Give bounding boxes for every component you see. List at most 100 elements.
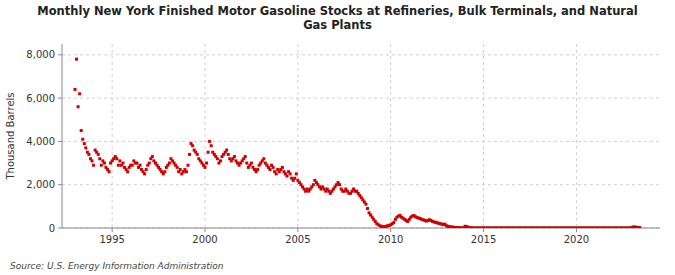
point (312, 183, 315, 186)
point (366, 207, 369, 210)
x-grid-line (576, 44, 577, 228)
point (74, 88, 77, 91)
point (92, 164, 95, 167)
point (275, 172, 278, 175)
point (176, 166, 179, 169)
point (338, 183, 341, 186)
x-tick-label: 2020 (564, 234, 589, 245)
point (227, 153, 230, 156)
point (293, 177, 296, 180)
point (97, 153, 100, 156)
point (289, 172, 292, 175)
x-tick (205, 228, 206, 232)
y-tick-label: 4,000 (26, 136, 55, 147)
y-tick-label: 0 (49, 223, 55, 234)
y-axis-label: Thousand Barrels (5, 92, 16, 180)
x-grid-line (483, 44, 484, 228)
point (131, 164, 134, 167)
point (205, 162, 208, 165)
point (163, 170, 166, 173)
point (98, 157, 101, 160)
point (191, 144, 194, 147)
x-tick (483, 228, 484, 232)
y-tick (58, 141, 62, 142)
point (245, 162, 248, 165)
point (126, 170, 129, 173)
point (75, 58, 78, 61)
point (139, 164, 142, 167)
title-line: Gas Plants (303, 18, 372, 32)
x-tick-label: 1995 (99, 234, 124, 245)
grid (62, 44, 660, 228)
point (168, 162, 171, 165)
point (121, 162, 124, 165)
point (286, 175, 289, 178)
point (186, 164, 189, 167)
point (256, 168, 259, 171)
x-tick (112, 228, 113, 232)
point (100, 164, 103, 167)
y-axis-line (62, 44, 63, 228)
point (143, 172, 146, 175)
x-tick-label: 2010 (378, 234, 403, 245)
point (295, 172, 298, 175)
title-line: Monthly New York Finished Motor Gasoline… (37, 4, 637, 18)
point (103, 162, 106, 165)
point (84, 146, 87, 149)
point (80, 129, 83, 132)
y-tick (58, 184, 62, 185)
point (117, 164, 120, 167)
point (78, 92, 81, 95)
y-grid-line (62, 98, 660, 99)
point (115, 157, 118, 160)
point (204, 166, 207, 169)
x-grid-line (205, 44, 206, 228)
y-tick-label: 6,000 (26, 93, 55, 104)
y-tick-label: 8,000 (26, 49, 55, 60)
point (269, 168, 272, 171)
x-tick-label: 2015 (471, 234, 496, 245)
point (216, 157, 219, 160)
x-grid-line (390, 44, 391, 228)
point (188, 153, 191, 156)
point (108, 170, 111, 173)
y-grid-line (62, 184, 660, 185)
point (83, 142, 86, 145)
point (145, 168, 148, 171)
point (364, 203, 367, 206)
y-tick (58, 54, 62, 55)
y-grid-line (62, 54, 660, 55)
point (81, 138, 84, 141)
point (210, 144, 213, 147)
x-grid-line (297, 44, 298, 228)
point (244, 155, 247, 158)
y-grid-line (62, 141, 660, 142)
point (151, 155, 154, 158)
points (74, 58, 642, 228)
point (233, 155, 236, 158)
annotation: Source: U.S. Energy Information Administ… (10, 261, 224, 271)
point (196, 153, 199, 156)
point (87, 153, 90, 156)
x-tick (297, 228, 298, 232)
x-tick-label: 2000 (192, 234, 217, 245)
point (392, 221, 395, 224)
point (135, 162, 138, 165)
y-tick-label: 2,000 (26, 179, 55, 190)
axes: 02,0004,0006,0008,0001995200020052010201… (26, 44, 660, 245)
point (207, 151, 210, 154)
point (638, 226, 641, 228)
point (281, 166, 284, 169)
point (225, 149, 228, 152)
point (91, 159, 94, 162)
title: Monthly New York Finished Motor Gasoline… (37, 4, 637, 32)
point (179, 168, 182, 171)
point (118, 159, 121, 162)
x-tick (390, 228, 391, 232)
x-grid-line (112, 44, 113, 228)
point (250, 162, 253, 165)
point (262, 157, 265, 160)
x-tick (576, 228, 577, 232)
point (185, 170, 188, 173)
chart: Monthly New York Finished Motor Gasoline… (0, 0, 675, 275)
